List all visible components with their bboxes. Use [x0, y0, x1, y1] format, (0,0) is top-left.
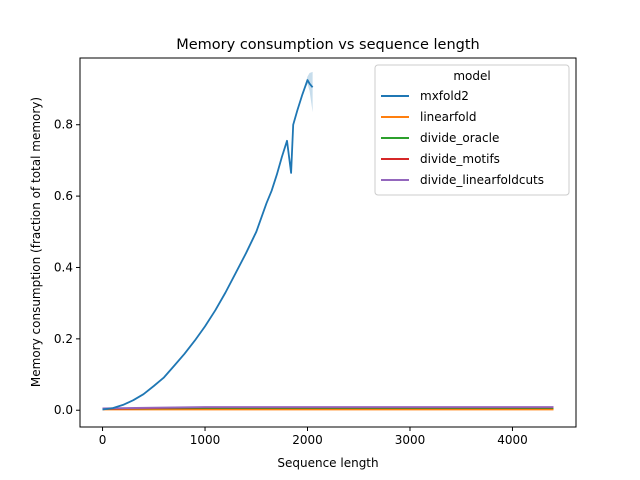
- y-tick-label: 0.2: [54, 332, 73, 346]
- band-mxfold2: [102, 71, 313, 410]
- legend-label-linearfold: linearfold: [420, 110, 476, 124]
- x-axis: 0 1000 2000 3000 4000: [99, 427, 528, 447]
- y-axis: 0.0 0.2 0.4 0.6 0.8: [54, 118, 80, 417]
- legend-box: [374, 64, 570, 196]
- y-axis-label: Memory consumption (fraction of total me…: [29, 97, 43, 387]
- y-tick-label: 0.4: [54, 260, 73, 274]
- legend-title: model: [453, 69, 490, 83]
- y-tick-label: 0.0: [54, 403, 73, 417]
- plot-frame: [79, 57, 577, 428]
- legend-label-divide-linearfoldcuts: divide_linearfoldcuts: [420, 173, 544, 187]
- y-tick-label: 0.6: [54, 189, 73, 203]
- x-tick-label: 1000: [190, 433, 221, 447]
- confidence-bands: [102, 71, 313, 410]
- x-tick-label: 3000: [395, 433, 426, 447]
- legend: model mxfold2 linearfold divide_oracle d…: [374, 64, 570, 196]
- series-lines: [102, 79, 554, 411]
- legend-label-divide-motifs: divide_motifs: [420, 152, 500, 166]
- legend-label-divide-oracle: divide_oracle: [420, 131, 499, 145]
- series-line-mxfold2: [102, 79, 314, 411]
- x-tick-label: 0: [99, 433, 107, 447]
- x-tick-label: 2000: [292, 433, 323, 447]
- y-tick-label: 0.8: [54, 118, 73, 132]
- series-line-divide-linearfoldcuts: [102, 406, 554, 410]
- x-axis-label: Sequence length: [277, 456, 378, 470]
- x-tick-label: 4000: [497, 433, 528, 447]
- chart-title: Memory consumption vs sequence length: [176, 37, 480, 53]
- legend-label-mxfold2: mxfold2: [420, 89, 469, 103]
